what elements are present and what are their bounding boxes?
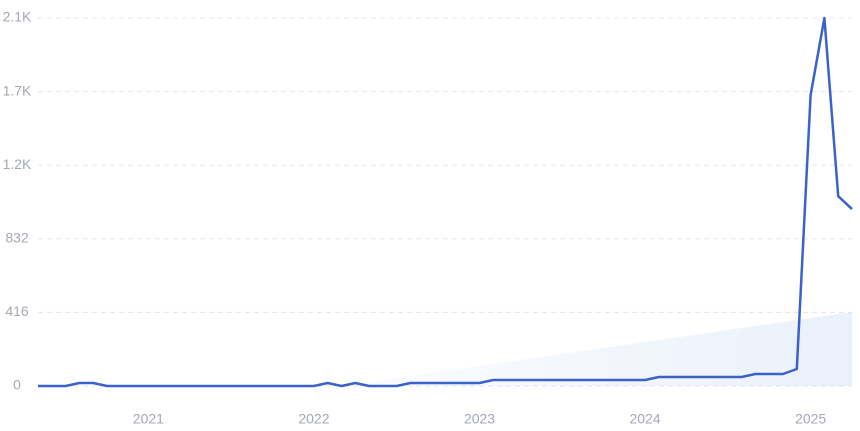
x-tick-label: 2022 — [298, 411, 329, 427]
x-tick-label: 2024 — [629, 411, 660, 427]
y-tick-label: 2.1K — [3, 9, 32, 25]
y-tick-label: 1.7K — [3, 82, 32, 98]
y-tick-label: 1.2K — [3, 156, 32, 172]
trend-shade — [340, 312, 852, 386]
x-tick-label: 2025 — [795, 411, 826, 427]
y-tick-label: 0 — [13, 377, 21, 393]
line — [38, 16, 853, 388]
x-tick-label: 2021 — [133, 411, 164, 427]
y-tick-label: 832 — [5, 230, 29, 246]
y-tick-label: 416 — [5, 303, 29, 319]
x-tick-label: 2023 — [464, 411, 495, 427]
